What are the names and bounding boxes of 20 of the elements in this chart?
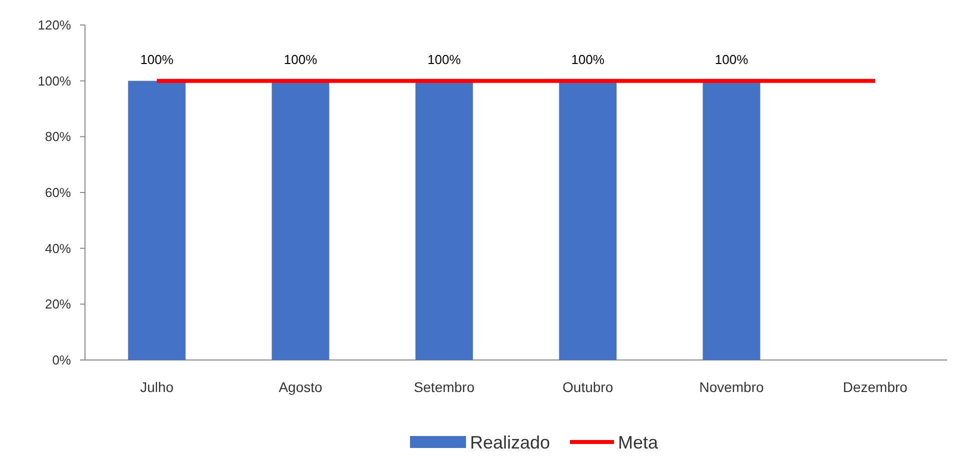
y-tick-label: 80% [44, 129, 72, 144]
legend-label: Meta [618, 432, 660, 452]
x-tick-label: Outubro [562, 379, 614, 395]
y-tick-label: 120% [38, 18, 72, 33]
y-tick-label: 0% [52, 352, 72, 368]
x-tick-label: Setembro [414, 379, 475, 395]
data-label: 100% [140, 52, 174, 67]
y-tick-label: 40% [44, 240, 72, 256]
data-label: 100% [428, 52, 462, 67]
legend-label: Realizado [470, 432, 550, 452]
data-label: 100% [284, 52, 318, 67]
data-label: 100% [714, 52, 749, 67]
x-tick-label: Agosto [278, 379, 323, 395]
x-tick-label: Novembro [699, 379, 764, 395]
y-tick-label: 100% [38, 73, 72, 88]
y-tick-label: 60% [44, 185, 72, 200]
x-tick-label: Julho [140, 379, 174, 395]
data-label: 100% [571, 52, 605, 67]
y-tick-label: 20% [44, 296, 72, 312]
x-tick-label: Dezembro [842, 379, 908, 395]
